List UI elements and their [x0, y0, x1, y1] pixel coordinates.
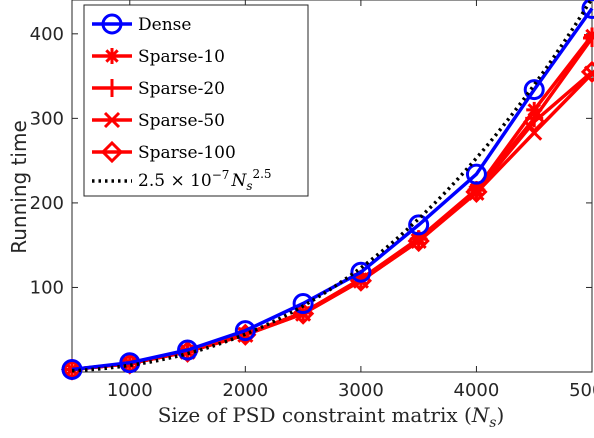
- data-point: [583, 29, 594, 48]
- x-tick-label: 4000: [454, 380, 500, 401]
- legend-label: Sparse-50: [138, 111, 225, 131]
- y-tick-label: 300: [30, 108, 64, 129]
- data-point: [407, 229, 430, 253]
- marker-shape: [100, 140, 124, 164]
- x-tick-label: 5000: [569, 380, 594, 401]
- x-tick-label: 3000: [338, 380, 384, 401]
- y-tick-label: 200: [30, 193, 64, 214]
- x-axis-label: Size of PSD constraint matrix (Ns): [158, 403, 505, 431]
- series-layer: [60, 0, 594, 381]
- y-axis-label: Running time: [7, 120, 31, 254]
- y-tick-label: 100: [30, 277, 64, 298]
- legend-marker: [103, 79, 121, 97]
- marker-shape: [523, 79, 545, 101]
- legend: Dense Sparse-10 Sparse-20 Sparse-50 Sparse-1…: [83, 4, 309, 197]
- y-tick-label: 400: [30, 24, 64, 45]
- marker-shape: [101, 13, 123, 35]
- legend-label-fit: 2.5 × 10−7 Ns2.5: [138, 167, 272, 193]
- legend-item-sparse-20: Sparse-20: [92, 79, 225, 99]
- marker-shape: [465, 180, 488, 204]
- data-point: [350, 261, 372, 283]
- legend-label: Sparse-100: [138, 143, 236, 163]
- legend-item-sparse-100: Sparse-100: [92, 140, 236, 164]
- legend-marker: [100, 140, 124, 164]
- marker-stroke: [103, 111, 121, 129]
- marker-shape: [61, 358, 83, 380]
- data-point: [292, 293, 314, 315]
- legend-marker: [103, 111, 121, 129]
- legend-box: [83, 4, 309, 197]
- legend-item-sparse-10: Sparse-10: [92, 47, 225, 67]
- marker-shape: [465, 163, 487, 185]
- marker-shape: [407, 229, 430, 253]
- legend-items: Dense Sparse-10 Sparse-20 Sparse-50 Sparse-1…: [92, 13, 236, 183]
- legend-item-sparse-50: Sparse-50: [92, 111, 225, 131]
- marker-shape: [580, 60, 594, 83]
- series-line: [71, 7, 594, 372]
- x-tick-label: 1000: [107, 380, 153, 401]
- legend-label: Sparse-20: [138, 79, 225, 99]
- data-point: [408, 214, 430, 236]
- legend-item-dense: Dense: [92, 13, 191, 35]
- data-point: [523, 79, 545, 101]
- data-point: [465, 180, 488, 204]
- marker-shape: [234, 320, 256, 342]
- legend-label: Sparse-10: [138, 47, 225, 67]
- data-point: [234, 320, 256, 342]
- legend-marker: [101, 13, 123, 35]
- x-tick-label: 2000: [222, 380, 268, 401]
- data-point: [61, 358, 83, 380]
- marker-shape: [581, 0, 594, 19]
- data-point: [581, 0, 594, 19]
- legend-marker: [104, 48, 120, 64]
- data-point: [580, 60, 594, 83]
- legend-label: Dense: [138, 15, 191, 35]
- marker-shape: [408, 214, 430, 236]
- data-point: [523, 110, 546, 133]
- data-point: [177, 339, 199, 361]
- data-point: [465, 163, 487, 185]
- marker-shape: [350, 261, 372, 283]
- marker-shape: [177, 339, 199, 361]
- marker-shape: [292, 293, 314, 315]
- marker-stroke: [105, 49, 119, 63]
- marker-shape: [523, 110, 546, 133]
- axis-ticks: 1000 2000 3000 4000 5000 100 200 300 400: [30, 0, 594, 401]
